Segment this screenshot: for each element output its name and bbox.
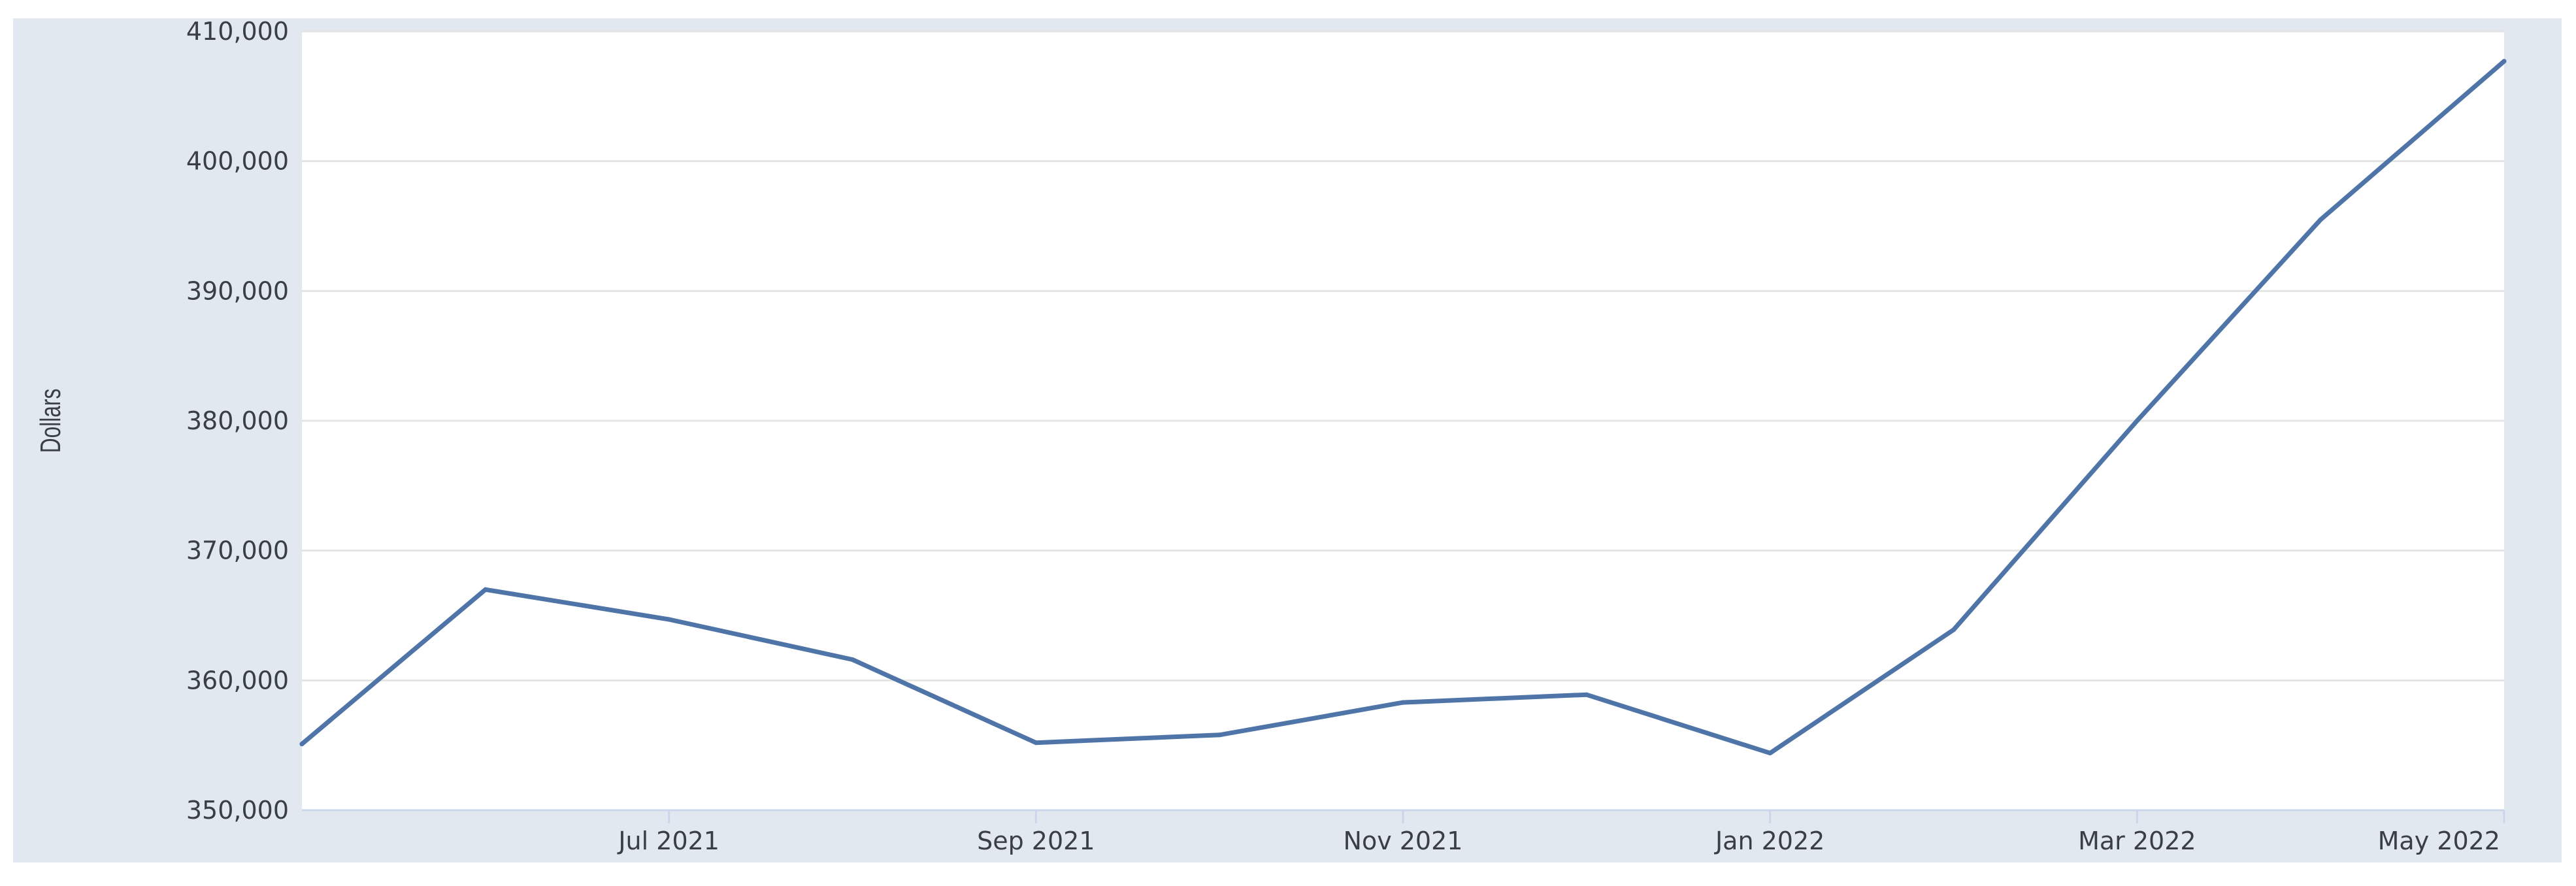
data-point bbox=[2318, 217, 2323, 222]
data-point bbox=[1768, 751, 1773, 756]
data-point bbox=[1217, 732, 1222, 738]
y-axis: 350,000 360,000 370,000 380,000 390,000 400,0… bbox=[186, 18, 289, 825]
x-axis-labels: Jul 2021 Sep 2021 Nov 2021 Jan 2022 Mar 2022… bbox=[617, 827, 2500, 855]
y-tick-label: 400,000 bbox=[186, 147, 289, 176]
chart-frame: 350,000 360,000 370,000 380,000 390,000 400,0… bbox=[13, 18, 2562, 862]
y-tick-label: 380,000 bbox=[186, 406, 289, 435]
line-chart: 350,000 360,000 370,000 380,000 390,000 400,0… bbox=[35, 18, 2507, 855]
data-point bbox=[667, 617, 672, 622]
y-tick-label: 390,000 bbox=[186, 276, 289, 305]
y-tick-label: 410,000 bbox=[186, 18, 289, 46]
data-point bbox=[1033, 740, 1038, 746]
data-point bbox=[483, 587, 488, 592]
data-point bbox=[1951, 627, 1956, 632]
gridlines bbox=[302, 30, 2504, 681]
x-tick-label: Mar 2022 bbox=[2078, 827, 2196, 855]
data-point bbox=[2502, 59, 2507, 64]
x-tick-label: Jan 2022 bbox=[1714, 827, 1825, 855]
x-tick-label: May 2022 bbox=[2378, 827, 2500, 855]
y-tick-label: 360,000 bbox=[186, 666, 289, 695]
x-tick-label: Jul 2021 bbox=[617, 827, 719, 855]
x-axis bbox=[302, 809, 2505, 823]
y-tick-label: 350,000 bbox=[186, 796, 289, 825]
data-point bbox=[299, 742, 305, 747]
x-tick-label: Nov 2021 bbox=[1344, 827, 1463, 855]
data-point bbox=[1584, 692, 1589, 697]
data-point bbox=[850, 657, 855, 663]
x-tick-label: Sep 2021 bbox=[977, 827, 1095, 855]
data-point bbox=[2134, 418, 2139, 423]
series-layer bbox=[299, 59, 2507, 756]
data-point bbox=[1400, 700, 1406, 705]
y-tick-label: 370,000 bbox=[186, 536, 289, 565]
y-axis-title: Dollars bbox=[35, 389, 67, 453]
